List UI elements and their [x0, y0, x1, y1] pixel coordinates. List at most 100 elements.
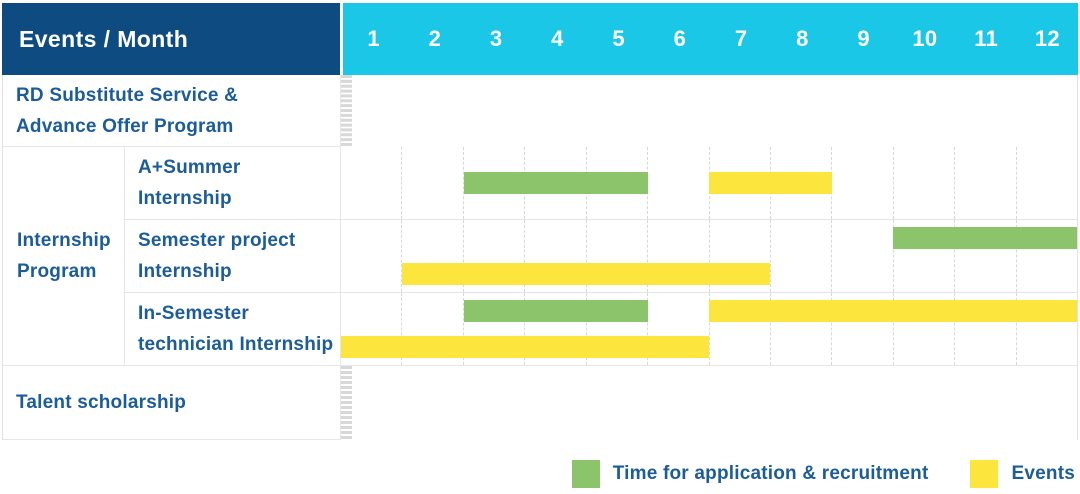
month-grid-cell [348, 366, 349, 439]
group-label-line: Internship [17, 230, 111, 251]
chart-cell [341, 147, 1077, 219]
bar-track [341, 147, 1077, 219]
bar-application [463, 300, 648, 322]
month-header-cell: 5 [612, 26, 625, 51]
month-grid-cell [894, 220, 956, 292]
row-label-line: Semester project [138, 230, 296, 251]
month-grid-cell [345, 366, 346, 439]
month-grid-cell [464, 220, 526, 292]
gantt-body: RD Substitute Service & Advance Offer Pro… [2, 75, 1078, 440]
row-label-cell: Talent scholarship [3, 366, 341, 439]
row-label-line: In-Semester [138, 303, 249, 324]
month-grid-cell [525, 293, 587, 365]
row-label-line: technician Internship [138, 334, 334, 355]
month-grid-cell [648, 293, 710, 365]
month-grid-cell [832, 220, 894, 292]
legend-label-event: Events [1011, 463, 1075, 484]
month-grid-cell [350, 366, 351, 439]
gantt-row-group: Internship Program A+Summer Internship Semes… [3, 147, 1077, 366]
month-grid-cell [347, 366, 348, 439]
month-grid-cell [587, 220, 649, 292]
month-grid-cell [342, 366, 343, 439]
month-grid-cell [341, 75, 342, 146]
bar-application [463, 172, 648, 194]
month-grid-cell [771, 147, 833, 219]
month-header-cell: 1 [367, 26, 380, 51]
month-grid-cell [894, 293, 956, 365]
legend-item-application: Time for application & recruitment [571, 460, 929, 488]
month-grid-cell [955, 147, 1017, 219]
month-grid-cell [350, 75, 351, 146]
month-header-cell: 9 [857, 26, 870, 51]
gantt-row: Semester project Internship [125, 220, 1077, 293]
month-header-cell: 4 [551, 26, 564, 51]
month-grid-cell [648, 220, 710, 292]
application-swatch-icon [571, 460, 600, 488]
events-month-header-cell: Events / Month [2, 3, 340, 75]
bar-track [341, 256, 1077, 292]
row-label-line: Advance Offer Program [16, 115, 234, 137]
row-label-cell: A+Summer Internship [125, 147, 341, 219]
month-grid-cell [710, 293, 771, 365]
month-grid [341, 293, 1077, 365]
bar-event [341, 336, 709, 358]
month-grid [341, 220, 1077, 292]
legend: Time for application & recruitment Event… [571, 460, 1075, 488]
row-label-line: A+Summer [138, 157, 241, 178]
bar-track [341, 220, 1077, 256]
month-grid-cell [349, 366, 350, 439]
gantt-table: Events / Month 1 2 3 4 5 6 7 8 9 10 11 12 RD Substi… [2, 3, 1078, 440]
month-grid-cell [351, 366, 352, 439]
month-grid-cell [955, 293, 1017, 365]
bar-event [709, 172, 832, 194]
month-grid-cell [710, 220, 771, 292]
legend-item-event: Events [970, 460, 1075, 488]
bar-tracks [341, 293, 1077, 365]
row-label-line: Talent scholarship [16, 392, 187, 413]
row-label-cell: RD Substitute Service & Advance Offer Pro… [3, 75, 341, 146]
month-grid-cell [348, 75, 349, 146]
month-grid-cell [346, 366, 347, 439]
month-grid-cell [346, 75, 347, 146]
month-header-cell: 3 [489, 26, 503, 51]
bar-event [709, 300, 1077, 322]
month-grid-cell [832, 147, 894, 219]
row-label-line: Internship [138, 188, 232, 209]
row-label-cell: In-Semester technician Internship [125, 293, 341, 365]
chart-cell [341, 220, 1077, 292]
month-header-cell: 8 [796, 26, 809, 51]
month-grid-cell [342, 75, 343, 146]
group-label-cell: Internship Program [3, 147, 125, 366]
month-grid-cell [402, 220, 464, 292]
month-header: 1 2 3 4 5 6 7 8 9 10 11 12 [343, 3, 1078, 75]
row-label-line: Internship [138, 261, 232, 282]
table-header-row: Events / Month 1 2 3 4 5 6 7 8 9 10 11 12 [2, 3, 1078, 75]
month-grid-cell [341, 147, 403, 219]
bar-track [341, 293, 1077, 329]
month-grid-cell [832, 293, 894, 365]
month-grid-cell [344, 366, 345, 439]
gantt-row: In-Semester technician Internship [125, 293, 1077, 366]
bar-tracks [341, 220, 1077, 292]
month-header-cell: 10 [912, 26, 938, 51]
month-header-cell: 12 [1034, 26, 1060, 51]
bar-track [341, 329, 1077, 365]
group-label-line: Program [17, 261, 97, 282]
gantt-row-group: Talent scholarship [3, 366, 1077, 440]
table-title: Events / Month [19, 25, 189, 52]
row-label-line: RD Substitute Service & [16, 84, 239, 106]
bar-tracks [341, 147, 1077, 219]
legend-label-application: Time for application & recruitment [612, 463, 929, 484]
month-grid-cell [341, 366, 342, 439]
month-grid-cell [402, 147, 464, 219]
row-label-cell: Semester project Internship [125, 220, 341, 292]
month-grid-cell [343, 366, 344, 439]
month-grid-cell [771, 293, 833, 365]
month-grid-cell [771, 220, 833, 292]
month-grid-cell [343, 75, 344, 146]
gantt-row: A+Summer Internship [125, 147, 1077, 220]
gantt-row-group: RD Substitute Service & Advance Offer Pro… [3, 75, 1077, 147]
bar-event [402, 263, 771, 285]
group-rows: A+Summer Internship Semester project Intern… [125, 147, 1077, 366]
month-grid-cell [349, 75, 350, 146]
